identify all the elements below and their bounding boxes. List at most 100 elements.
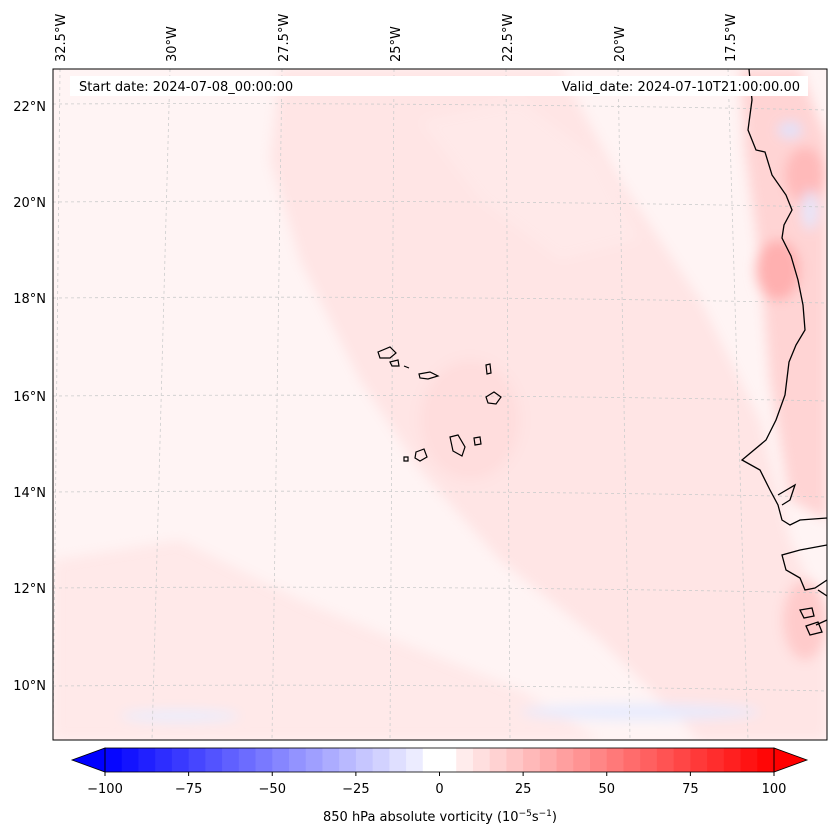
- colorbar-segment: [556, 748, 574, 772]
- island-sao-vicente: [389, 359, 400, 367]
- colorbar-segment: [105, 748, 123, 772]
- colorbar-segment: [406, 748, 424, 772]
- colorbar-segment: [489, 748, 508, 772]
- island-brava: [403, 456, 409, 462]
- coastlines: [740, 69, 827, 636]
- colorbar-segment: [656, 748, 675, 772]
- start-date-label: Start date: 2024-07-08_00:00:00: [79, 80, 293, 95]
- island-sal: [485, 363, 492, 375]
- colorbar-segment: [238, 748, 257, 772]
- colorbar-segment: [305, 748, 324, 772]
- longitude-labels: 32.5°W 30°W 27.5°W 25°W 22.5°W 20°W 17.5…: [54, 14, 739, 62]
- island-fogo: [414, 448, 428, 462]
- gridlines: [53, 69, 827, 740]
- island-santa-luzia: [403, 365, 410, 369]
- colorbar-segment: [573, 748, 591, 772]
- colorbar-tick-label: 25: [515, 782, 532, 797]
- colorbar-tick-label: −75: [175, 782, 202, 797]
- colorbar-segment: [590, 748, 608, 772]
- colorbar-arrow-min: [70, 747, 106, 773]
- colorbar-segment: [339, 748, 357, 772]
- vorticity-field: [53, 69, 827, 740]
- colorbar-segment: [171, 748, 190, 772]
- colorbar-segment: [723, 748, 742, 772]
- colorbar-tick-label: 50: [598, 782, 615, 797]
- lat-tick-label: 10°N: [13, 679, 46, 694]
- colorbar-segments: [105, 748, 775, 772]
- colorbar-segment: [757, 748, 775, 772]
- colorbar-segment: [506, 748, 524, 772]
- colorbar-label: 850 hPa absolute vorticity (10−5s−1): [323, 809, 557, 825]
- lon-tick-label: 22.5°W: [501, 14, 516, 62]
- lat-tick-label: 16°N: [13, 390, 46, 405]
- coast-west-africa: [740, 69, 827, 526]
- lat-tick-label: 18°N: [13, 292, 46, 307]
- colorbar-segment: [740, 748, 758, 772]
- vorticity-max-bissau: [783, 580, 827, 660]
- colorbar-segment: [155, 748, 173, 772]
- colorbar-segment: [138, 748, 156, 772]
- lat-tick-label: 14°N: [13, 486, 46, 501]
- colorbar-segment: [690, 748, 708, 772]
- map-border: [52, 68, 828, 741]
- cape-verde-islands: [377, 346, 502, 462]
- colorbar-tick-label: −50: [259, 782, 286, 797]
- colorbar-segment: [205, 748, 223, 772]
- coast-gambia: [777, 483, 797, 506]
- vorticity-max-senegal: [756, 240, 800, 300]
- colorbar-segment: [389, 748, 407, 772]
- coast-guinea-bissau: [781, 544, 827, 591]
- colorbar-segment: [422, 748, 441, 772]
- colorbar-segment: [456, 748, 474, 772]
- colorbar-segment: [623, 748, 641, 772]
- colorbar-segment: [188, 748, 206, 772]
- colorbar-tick-label: 100: [762, 782, 787, 797]
- vorticity-band-north: [420, 100, 640, 260]
- colorbar-segment: [539, 748, 558, 772]
- vorticity-neg-coast: [802, 190, 818, 230]
- vorticity-neg-south: [520, 704, 760, 720]
- map-panel[interactable]: Start date: 2024-07-08_00:00:00 Valid_da…: [52, 68, 828, 741]
- colorbar-tick-label: −25: [342, 782, 369, 797]
- lon-tick-label: 17.5°W: [724, 14, 739, 62]
- colorbar-segment: [523, 748, 541, 772]
- vorticity-band-west: [53, 540, 600, 740]
- coast-guinea: [815, 589, 827, 626]
- island-boa-vista: [485, 391, 502, 405]
- colorbar-segment: [372, 748, 390, 772]
- colorbar-segment: [606, 748, 625, 772]
- lon-tick-label: 25°W: [389, 26, 404, 62]
- island-sao-nicolau: [418, 371, 440, 380]
- colorbar-segment: [322, 748, 340, 772]
- lat-tick-label: 22°N: [13, 100, 46, 115]
- lon-tick-label: 32.5°W: [54, 14, 69, 62]
- colorbar-segment: [673, 748, 691, 772]
- colorbar-tick-label: 0: [435, 782, 443, 797]
- lon-tick-label: 27.5°W: [277, 14, 292, 62]
- lon-tick-label: 20°W: [613, 26, 628, 62]
- lon-tick-label: 30°W: [165, 26, 180, 62]
- valid-date-label: Valid_date: 2024-07-10T21:00:00.00: [562, 80, 800, 95]
- vorticity-patch-islands: [420, 360, 520, 480]
- island-maio: [473, 436, 482, 446]
- vorticity-band-central: [270, 69, 827, 740]
- island-santo-antao: [377, 346, 397, 359]
- vorticity-max-mauritania: [785, 147, 825, 203]
- colorbar-tick-label: −100: [87, 782, 123, 797]
- colorbar-segment: [472, 748, 491, 772]
- colorbar-segment: [255, 748, 273, 772]
- coast-bijagos-1: [799, 607, 815, 619]
- vorticity-neg-southwest: [120, 710, 240, 722]
- colorbar-segment: [121, 748, 140, 772]
- coast-bijagos-2: [805, 621, 823, 636]
- colorbar: −100 −75 −50 −25 0 25 50 75 100 850 hPa absolute…: [70, 747, 809, 825]
- colorbar-tick-label: 75: [682, 782, 699, 797]
- colorbar-ticks: −100 −75 −50 −25 0 25 50 75 100: [87, 772, 786, 797]
- colorbar-segment: [222, 748, 240, 772]
- header-box: [70, 76, 808, 96]
- lat-tick-label: 20°N: [13, 196, 46, 211]
- colorbar-segment: [640, 748, 658, 772]
- island-santiago: [449, 434, 466, 457]
- colorbar-arrow-max: [773, 747, 809, 773]
